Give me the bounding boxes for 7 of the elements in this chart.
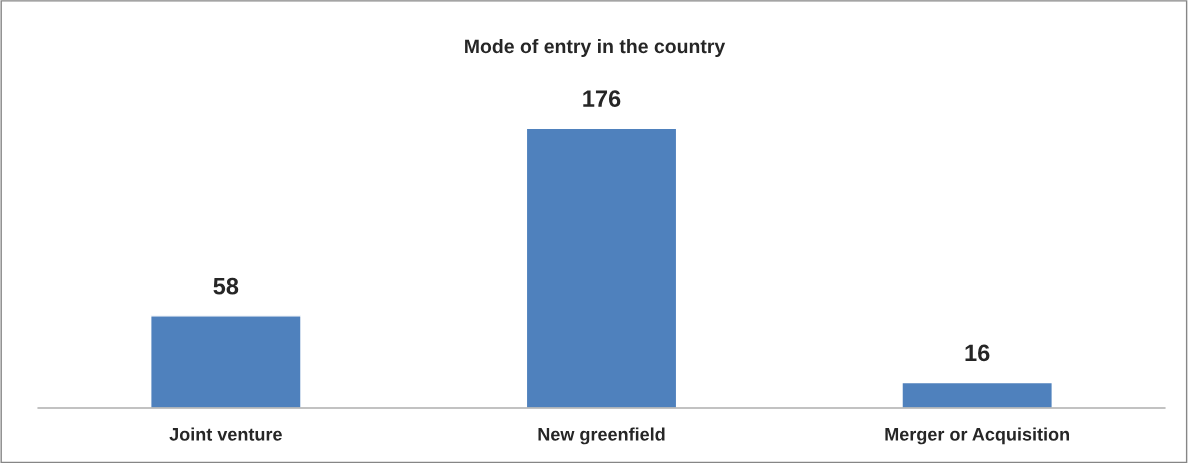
x-tick-label: New greenfield (538, 427, 665, 445)
x-tick-label: Joint venture (169, 427, 282, 441)
data-label: 176 (583, 90, 621, 108)
data-label: 16 (965, 344, 990, 362)
chart-title: Mode of entry in the country (465, 38, 726, 58)
x-tick-label: Merger or Acquisition (885, 427, 1070, 445)
data-label: 58 (213, 277, 239, 295)
